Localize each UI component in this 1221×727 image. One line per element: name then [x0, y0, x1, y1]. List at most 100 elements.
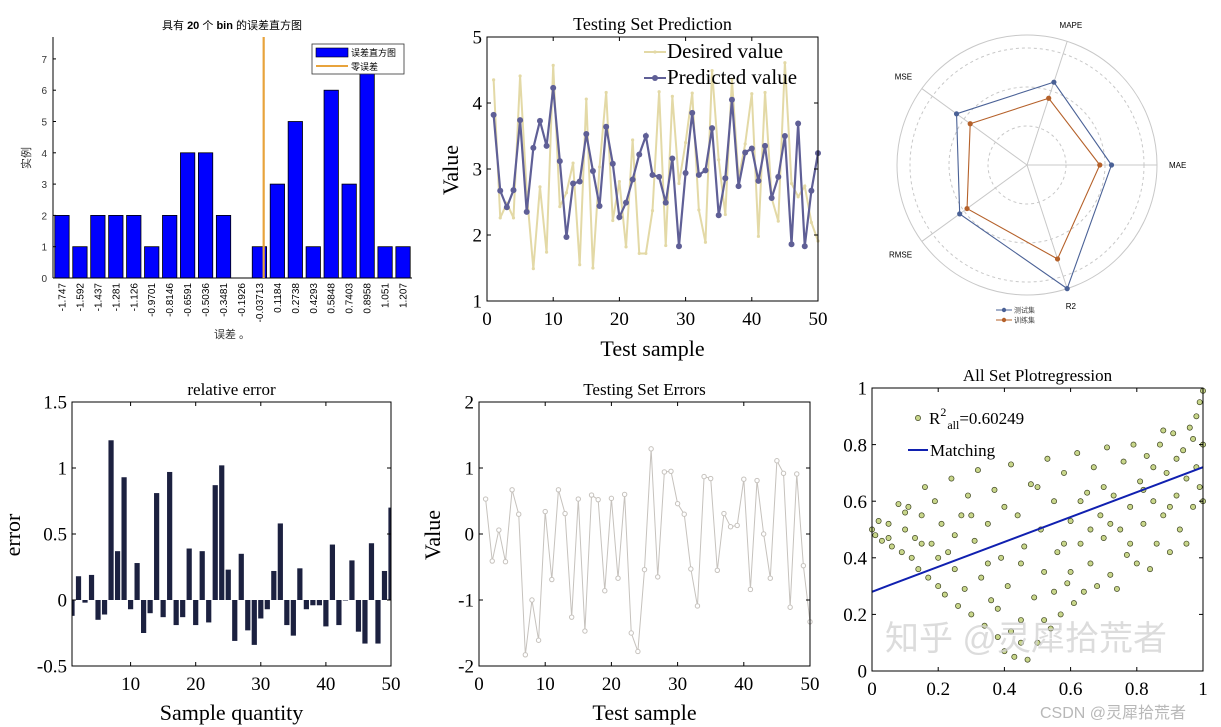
data-point — [789, 181, 794, 186]
scatter-point — [1143, 452, 1150, 459]
scatter-point — [935, 583, 942, 590]
x-tick-label: 50 — [809, 309, 828, 330]
scatter-point — [1120, 458, 1127, 465]
x-tick-label: 50 — [382, 674, 401, 695]
y-tick-label: 0 — [465, 525, 475, 546]
data-point — [662, 199, 669, 206]
radar-point — [957, 211, 963, 217]
scatter-point — [968, 512, 975, 519]
error-histogram: -1.747 -1.592 -1.437 -1.281 -1.126 -0.9701 -0.… — [19, 18, 412, 341]
scatter-point — [1064, 580, 1071, 587]
scatter-point — [1180, 447, 1187, 454]
y-tick-label: 5 — [473, 28, 483, 49]
y-tick-label: 0 — [858, 662, 868, 683]
scatter-point — [918, 540, 925, 547]
radar-point — [964, 205, 970, 212]
y-tick-label: 2 — [41, 211, 47, 222]
y-tick-label: -1 — [458, 591, 474, 612]
scatter-point — [928, 540, 935, 547]
error-bar — [271, 570, 277, 600]
data-point — [796, 195, 800, 199]
error-bar — [141, 600, 147, 633]
scatter-point — [1077, 498, 1084, 505]
data-point — [583, 131, 590, 138]
y-tick-label: 0.8 — [843, 435, 867, 456]
data-point — [629, 176, 636, 183]
histogram-bar — [108, 215, 124, 279]
error-bar — [362, 600, 368, 644]
scatter-point — [1130, 441, 1137, 448]
title-part: 的误差直方图 — [233, 18, 302, 32]
data-point — [482, 496, 489, 502]
data-point — [608, 495, 615, 502]
data-point — [674, 500, 681, 507]
scatter-point — [1127, 503, 1134, 510]
data-point — [589, 167, 596, 174]
radar-point — [967, 121, 973, 127]
data-point — [530, 144, 537, 151]
scatter-point — [878, 537, 885, 544]
scatter-point — [1193, 413, 1200, 420]
error-bar — [147, 600, 153, 614]
series-line — [492, 62, 819, 269]
data-point — [538, 185, 542, 189]
data-point — [794, 471, 800, 477]
scatter-point — [978, 574, 985, 581]
scatter-point — [905, 503, 912, 510]
scatter-point — [885, 535, 892, 541]
error-bar — [167, 471, 173, 600]
scatter-point — [1097, 512, 1104, 519]
scatter-point — [1067, 518, 1074, 524]
error-bar — [297, 568, 303, 600]
histogram-bar — [395, 246, 411, 279]
error-bar — [134, 563, 140, 600]
scatter-point — [1183, 475, 1190, 482]
scatter-point — [981, 622, 988, 629]
y-tick-label: 0.2 — [843, 605, 867, 626]
radar-point — [1064, 286, 1070, 292]
series-test-set — [953, 79, 1115, 292]
x-tick-label: -1.592 — [75, 283, 86, 312]
data-point — [636, 151, 643, 158]
data-point — [511, 216, 516, 220]
data-point — [656, 173, 663, 180]
data-point — [621, 491, 628, 498]
histogram-bar — [305, 246, 321, 279]
x-tick-label: 0.4293 — [309, 283, 320, 314]
axes-box — [871, 387, 1204, 672]
error-bar — [264, 600, 270, 610]
data-point — [596, 202, 603, 209]
data-point — [503, 204, 510, 211]
scatter-point — [1113, 585, 1120, 592]
error-bar — [238, 553, 244, 600]
scatter-point — [955, 602, 962, 609]
data-point — [669, 155, 676, 162]
title-part: 个 — [199, 19, 216, 32]
data-point — [576, 178, 583, 185]
scatter-point — [958, 512, 965, 519]
y-tick-label: 0 — [41, 274, 47, 285]
x-tick-label: 0.8958 — [363, 283, 374, 314]
testing-set-errors-chart: 0 10 20 30 40 50 -2 -1 0 1 2 Testing Set Errors Test… — [420, 380, 820, 725]
series-predicted — [490, 84, 821, 250]
scatter-point — [948, 475, 955, 482]
radar-spoke — [1026, 41, 1068, 166]
scatter-point — [1051, 498, 1058, 505]
scatter-point — [1061, 469, 1067, 476]
y-tick-label: -0.5 — [37, 657, 67, 678]
scatter-point — [968, 611, 975, 618]
scatter-point — [1160, 427, 1167, 434]
error-bar — [127, 600, 134, 610]
scatter-point — [998, 554, 1005, 561]
error-bar — [121, 477, 127, 600]
data-point — [489, 558, 495, 564]
legend-label: Desired value — [667, 39, 783, 63]
scatter-point — [888, 543, 895, 550]
scatter-point — [1051, 588, 1058, 595]
data-point — [604, 90, 608, 95]
data-point — [597, 165, 602, 169]
y-tick-label: 3 — [473, 160, 483, 181]
scatter-point — [945, 549, 952, 556]
chart-title: Testing Set Errors — [583, 380, 706, 399]
